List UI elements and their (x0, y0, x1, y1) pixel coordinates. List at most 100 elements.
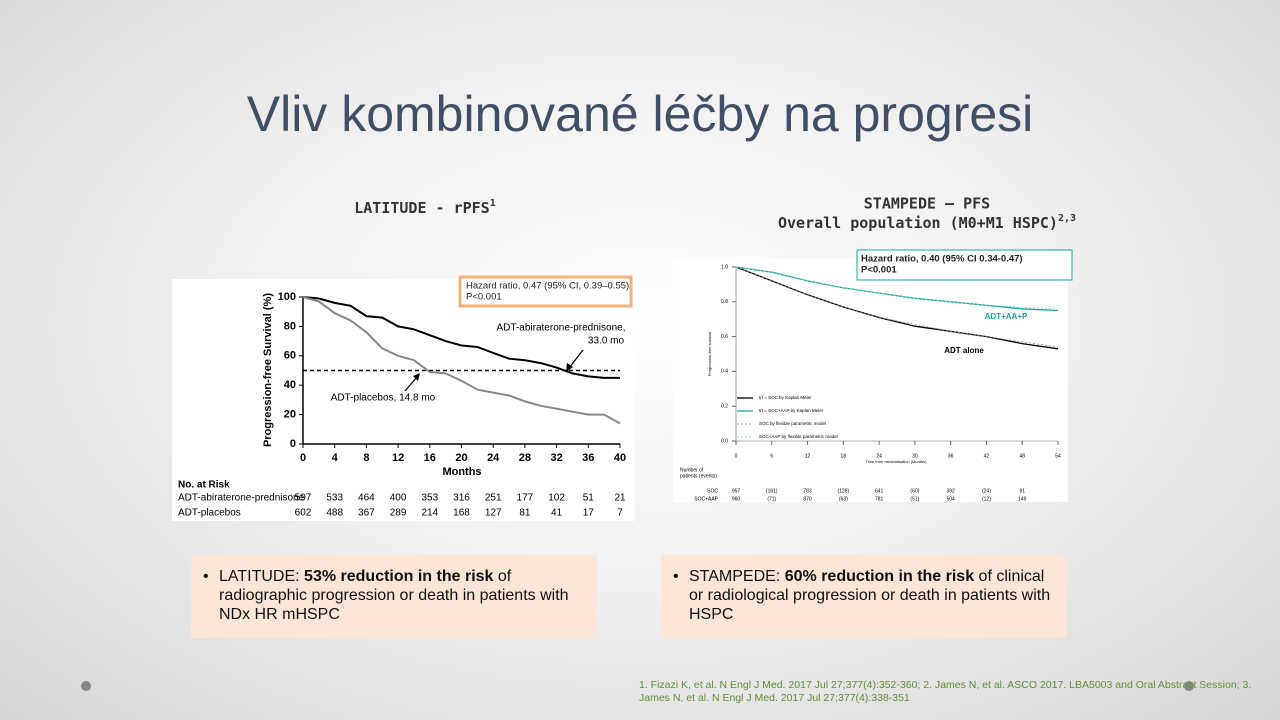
arrow-head (413, 373, 420, 381)
x-tick-label: 8 (363, 452, 369, 464)
x-tick-label: 24 (876, 453, 882, 459)
y-tick-label: 80 (284, 320, 296, 332)
annotation: 33.0 mo (588, 336, 625, 347)
x-axis-label: Time from randomisation (Months) (866, 459, 928, 464)
risk-count: 488 (326, 508, 343, 519)
risk-count: 353 (421, 493, 438, 504)
risk-count: 504 (946, 496, 955, 502)
risk-count: 957 (732, 488, 741, 494)
risk-row-label: SOC (707, 488, 718, 494)
panel-heading: Overall population (M0+M1 HSPC)2,3 (778, 213, 1076, 232)
y-axis-label: Progression-free survival (707, 332, 712, 376)
panel-heading: STAMPEDE – PFS (864, 195, 990, 213)
decor-dot (81, 681, 91, 691)
risk-row-label: ADT-abiraterone-prednisone (178, 493, 305, 504)
x-tick-label: 32 (550, 452, 562, 464)
x-tick-label: 0 (735, 453, 738, 459)
hazard-text: Hazard ratio, 0.47 (95% CI, 0.39–0.55) (466, 281, 629, 292)
hazard-text: P<0.001 (861, 265, 897, 276)
risk-count: 289 (390, 508, 407, 519)
risk-count: 149 (1018, 496, 1027, 502)
bullet-box: LATITUDE: 53% reduction in the risk of r… (191, 555, 597, 638)
hazard-box (458, 275, 633, 308)
bullet-prefix: LATITUDE: (219, 568, 305, 585)
risk-row-label: ADT-placebos (178, 508, 241, 519)
risk-count: (12) (982, 496, 991, 502)
risk-count: 127 (485, 508, 502, 519)
y-axis-label: Progression-free Survival (%) (262, 293, 274, 447)
x-tick-label: 12 (392, 452, 404, 464)
annotation: ADT+AA+P (985, 312, 1028, 321)
legend-label: trt = SOC+AAP by Kaplan Meier (759, 408, 824, 413)
risk-count: (63) (839, 496, 848, 502)
hazard-text: P<0.001 (466, 292, 502, 303)
risk-count: 597 (295, 493, 312, 504)
y-tick-label: 0.4 (721, 369, 728, 375)
risk-count: 81 (519, 508, 531, 519)
risk-count: 51 (583, 493, 595, 504)
decor-dot (1184, 681, 1194, 691)
x-tick-label: 20 (455, 452, 467, 464)
y-tick-label: 0.6 (721, 334, 728, 340)
arrow (568, 349, 584, 369)
y-tick-label: 0.0 (721, 438, 728, 444)
x-tick-label: 42 (984, 453, 990, 459)
arrow-head (566, 363, 573, 372)
risk-count: 168 (453, 508, 470, 519)
risk-count: 102 (548, 493, 565, 504)
risk-count: 641 (875, 488, 884, 494)
heading-text: Overall population (M0+M1 HSPC) (778, 214, 1058, 232)
risk-row-label: SOC+AAP (694, 496, 718, 502)
x-tick-label: 16 (424, 452, 436, 464)
y-tick-label: 0.2 (721, 404, 728, 410)
x-tick-label: 30 (912, 453, 918, 459)
x-tick-label: 36 (582, 452, 594, 464)
x-tick-label: 6 (770, 453, 773, 459)
risk-count: 870 (803, 496, 812, 502)
hazard-box (856, 249, 1073, 281)
bullet-rest: of clinical or radiological progression … (689, 568, 1051, 623)
chart-background (673, 259, 1068, 502)
footnote: 1. Fizazi K, et al. N Engl J Med. 2017 J… (639, 679, 1252, 704)
risk-count: 960 (732, 496, 741, 502)
slide-title: Vliv kombinované léčby na progresi (247, 86, 1034, 142)
risk-count: (71) (767, 496, 776, 502)
x-tick-label: 48 (1019, 453, 1025, 459)
y-tick-label: 0 (290, 438, 296, 450)
risk-count: 367 (358, 508, 375, 519)
chart-background (172, 279, 635, 521)
x-tick-label: 28 (519, 452, 531, 464)
annotation: ADT alone (944, 346, 984, 355)
km-curve (302, 296, 620, 379)
x-tick-label: 40 (614, 452, 626, 464)
km-curve (735, 266, 1059, 348)
risk-count: 781 (875, 496, 884, 502)
risk-count: 400 (390, 493, 407, 504)
bullet-bold: 60% reduction in the risk (784, 568, 975, 585)
x-axis-label: Months (442, 466, 481, 478)
risk-count: 214 (421, 508, 438, 519)
risk-header: No. at Risk (178, 480, 230, 491)
x-tick-label: 24 (487, 452, 500, 464)
risk-count: (24) (982, 488, 991, 494)
risk-count: (128) (837, 488, 849, 494)
risk-count: 177 (517, 493, 534, 504)
risk-count: 316 (453, 493, 470, 504)
risk-count: 41 (551, 508, 563, 519)
x-tick-label: 0 (300, 452, 306, 464)
risk-count: 91 (1019, 488, 1025, 494)
x-tick-label: 18 (841, 453, 847, 459)
risk-count: 392 (946, 488, 955, 494)
annotation: ADT-abiraterone-prednisone, (497, 323, 626, 334)
risk-header: Number of (680, 467, 704, 473)
x-tick-label: 12 (805, 453, 811, 459)
x-tick-label: 54 (1055, 453, 1061, 459)
y-tick-label: 20 (284, 409, 296, 421)
heading-text: LATITUDE - rPFS (354, 199, 489, 217)
risk-header: patients (events) (680, 473, 717, 479)
bullet-prefix: STAMPEDE: (689, 568, 785, 585)
bullet-rest: of radiographic progression or death in … (219, 568, 569, 623)
y-tick-label: 60 (284, 350, 296, 362)
risk-count: 21 (614, 493, 626, 504)
